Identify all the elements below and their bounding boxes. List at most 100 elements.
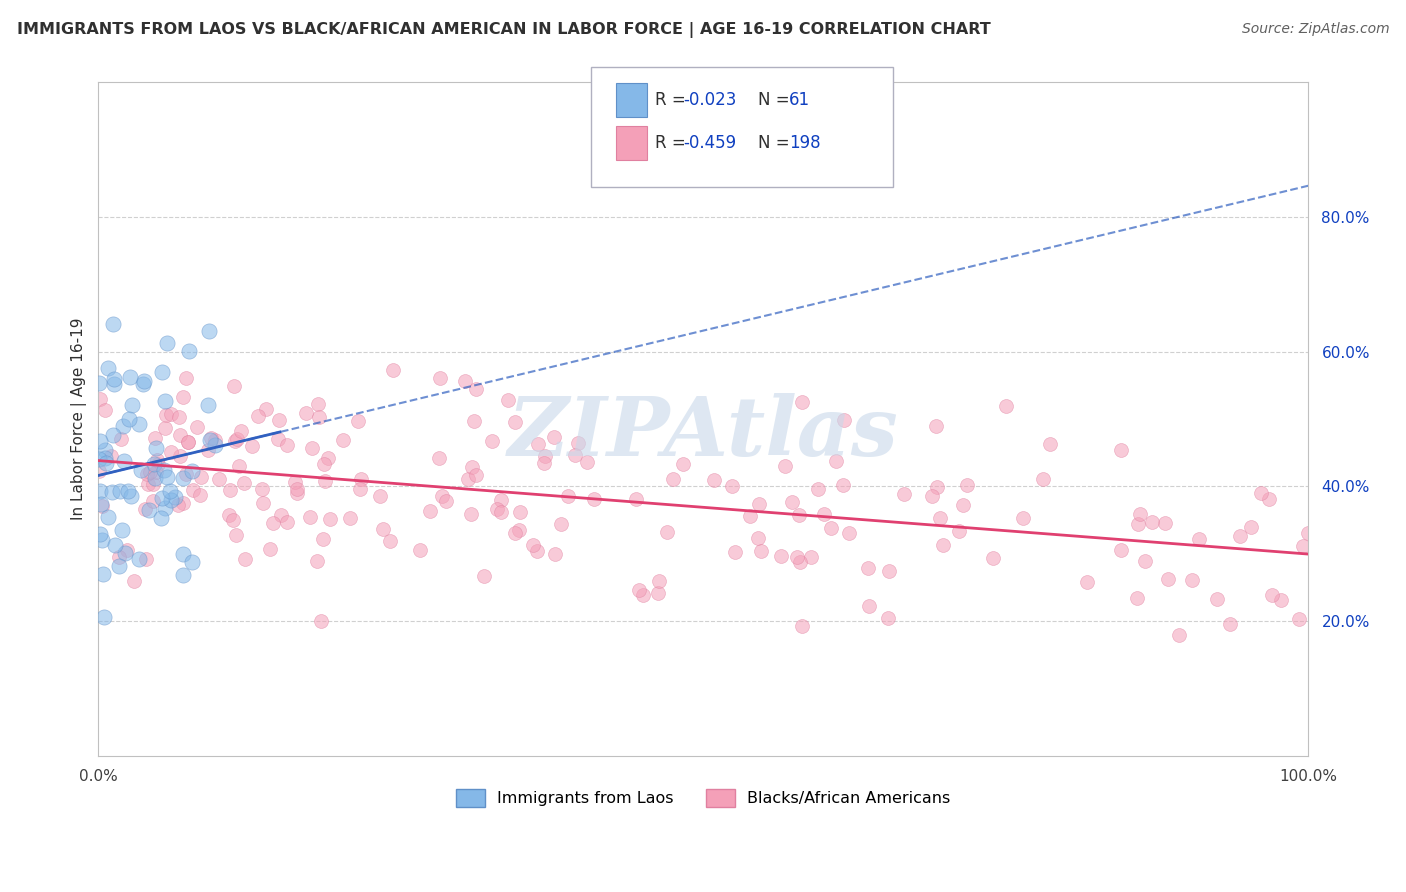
Point [155, 408, 177, 422]
Point [557, 489, 579, 503]
Point [169, 449, 191, 463]
Point [177, 435, 200, 450]
Point [1250, 485, 1272, 500]
Point [145, 441, 167, 455]
Point [240, 439, 263, 453]
Point [218, 483, 240, 497]
Point [457, 472, 479, 486]
Point [121, 398, 143, 412]
Point [534, 449, 557, 463]
Point [172, 568, 194, 582]
Point [1270, 593, 1292, 607]
Point [703, 474, 725, 488]
Point [132, 374, 155, 388]
Point [1219, 617, 1241, 632]
Point [197, 324, 219, 338]
Point [1126, 591, 1149, 605]
Point [181, 483, 204, 498]
Point [169, 409, 191, 424]
Point [94, 450, 117, 465]
Point [749, 543, 772, 558]
Point [773, 458, 796, 473]
Point [813, 507, 835, 521]
Point [115, 543, 138, 558]
Point [163, 490, 186, 504]
Point [97, 360, 120, 375]
Point [460, 459, 482, 474]
Point [567, 436, 589, 450]
Point [647, 586, 669, 600]
Point [142, 457, 165, 471]
Point [276, 438, 298, 452]
Point [655, 524, 678, 539]
Point [631, 588, 654, 602]
Point [135, 467, 157, 481]
Text: 61: 61 [789, 91, 810, 109]
Point [200, 431, 222, 445]
Point [1205, 591, 1227, 606]
Point [994, 399, 1017, 413]
Point [626, 492, 648, 507]
Point [176, 467, 198, 482]
Point [254, 402, 277, 417]
Point [186, 419, 208, 434]
Point [118, 369, 141, 384]
Point [349, 483, 371, 497]
Point [347, 414, 370, 428]
Point [564, 448, 586, 462]
Point [543, 430, 565, 444]
Point [176, 371, 198, 385]
Point [89, 392, 111, 406]
Point [1142, 515, 1164, 529]
Text: -0.023: -0.023 [683, 91, 737, 109]
Point [177, 434, 200, 449]
Point [276, 515, 298, 529]
Text: 198: 198 [789, 134, 820, 152]
Point [122, 574, 145, 588]
Point [143, 431, 166, 445]
Point [1288, 611, 1310, 625]
Point [259, 542, 281, 557]
Point [153, 462, 176, 476]
Point [208, 472, 231, 486]
Point [465, 382, 488, 396]
Text: N =: N = [758, 91, 794, 109]
Point [235, 551, 257, 566]
Point [382, 363, 405, 377]
Point [825, 453, 848, 467]
Point [224, 434, 246, 449]
Point [928, 511, 950, 525]
Point [267, 413, 290, 427]
Point [1291, 539, 1313, 553]
Point [1109, 443, 1132, 458]
Point [307, 553, 329, 567]
Point [1188, 532, 1211, 546]
Point [312, 532, 335, 546]
Point [172, 495, 194, 509]
Point [218, 508, 240, 523]
Point [146, 457, 169, 471]
Point [233, 475, 256, 490]
Legend: Immigrants from Laos, Blacks/African Americans: Immigrants from Laos, Blacks/African Ame… [450, 782, 957, 814]
Point [94, 443, 117, 458]
Point [952, 499, 974, 513]
Point [190, 470, 212, 484]
Point [409, 542, 432, 557]
Point [177, 344, 200, 359]
Point [101, 427, 124, 442]
Point [270, 508, 292, 522]
Point [925, 480, 948, 494]
Point [94, 403, 117, 417]
Point [371, 522, 394, 536]
Point [156, 335, 179, 350]
Point [509, 505, 531, 519]
Point [89, 527, 111, 541]
Point [1076, 575, 1098, 590]
Point [89, 483, 111, 498]
Point [136, 477, 159, 491]
Point [172, 547, 194, 561]
Point [832, 478, 855, 492]
Point [526, 544, 548, 558]
Point [142, 494, 165, 508]
Point [160, 407, 183, 421]
